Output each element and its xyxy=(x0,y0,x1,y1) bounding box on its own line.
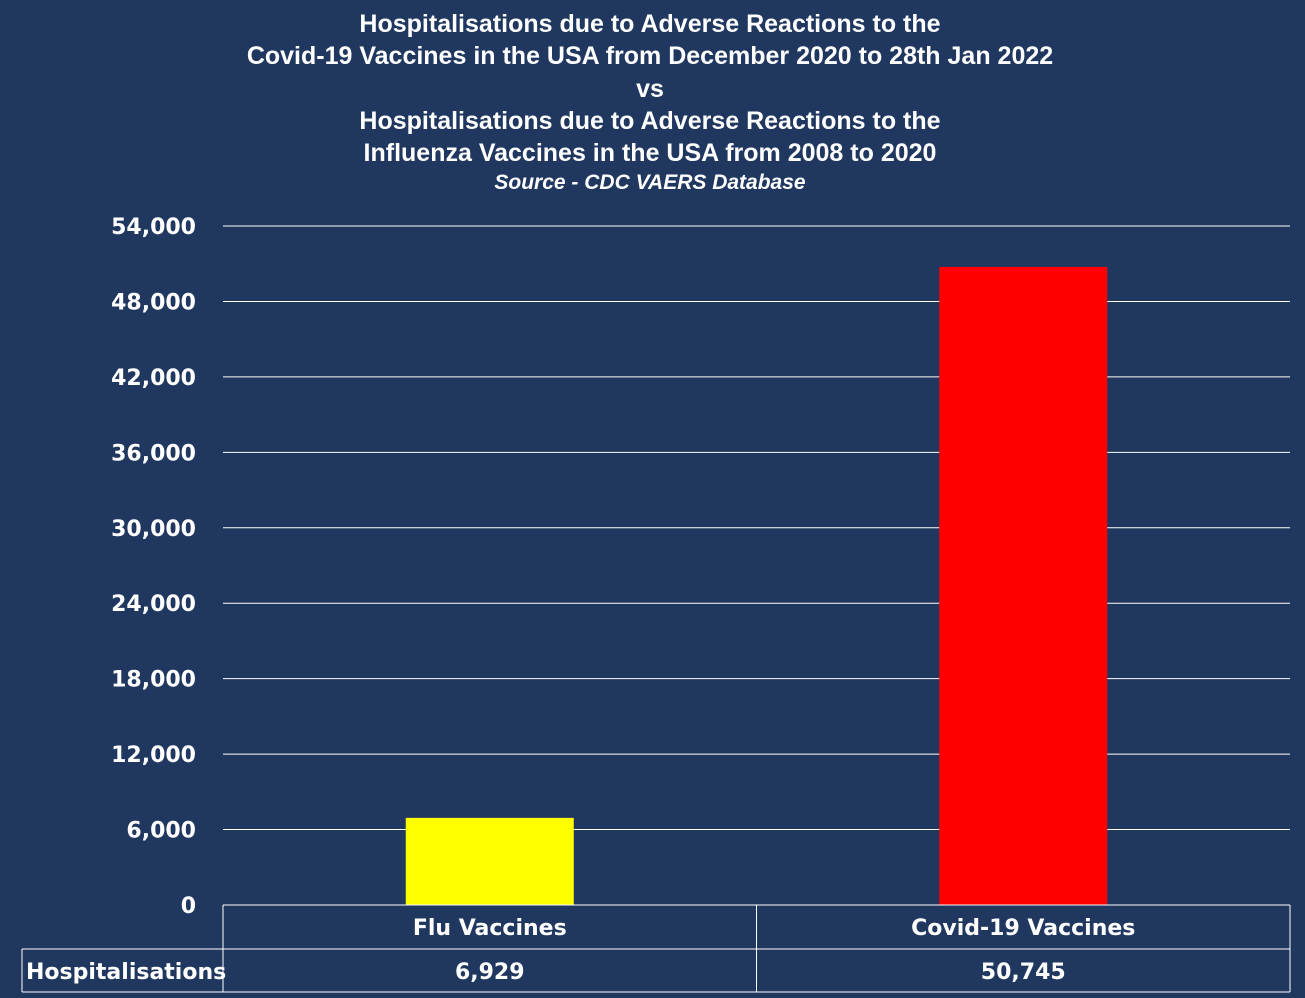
chart-title: Hospitalisations due to Adverse Reaction… xyxy=(247,10,1053,167)
y-tick-label: 42,000 xyxy=(111,366,196,391)
gridlines xyxy=(223,225,1290,831)
chart-title-line: Covid-19 Vaccines in the USA from Decemb… xyxy=(247,42,1053,70)
x-category-label: Covid-19 Vaccines xyxy=(911,916,1135,941)
y-tick-label: 0 xyxy=(181,894,196,919)
chart-title-line: vs xyxy=(636,75,664,103)
y-axis-tick-labels: 0 6,000 12,000 18,000 24,000 30,000 36,000 42,0… xyxy=(111,215,196,919)
y-tick-label: 24,000 xyxy=(111,592,196,617)
y-tick-label: 54,000 xyxy=(111,215,196,240)
y-tick-label: 30,000 xyxy=(111,517,196,542)
bar-flu-vaccines xyxy=(405,817,574,905)
chart-title-line: Hospitalisations due to Adverse Reaction… xyxy=(359,107,940,135)
chart-title-line: Influenza Vaccines in the USA from 2008 … xyxy=(364,139,937,167)
table-value-cell: 6,929 xyxy=(455,960,525,985)
chart-title-line: Hospitalisations due to Adverse Reaction… xyxy=(359,10,940,38)
y-tick-label: 12,000 xyxy=(111,743,196,768)
y-tick-label: 36,000 xyxy=(111,441,196,466)
table-series-label: Hospitalisations xyxy=(26,960,226,985)
x-category-label: Flu Vaccines xyxy=(413,916,567,941)
table-value-cell: 50,745 xyxy=(981,960,1066,985)
y-tick-label: 18,000 xyxy=(111,668,196,693)
chart-subtitle: Source - CDC VAERS Database xyxy=(494,171,806,194)
y-tick-label: 6,000 xyxy=(126,819,196,844)
bar-covid-19-vaccines xyxy=(939,266,1108,906)
data-table: Flu Vaccines Covid-19 Vaccines Hospitalisa… xyxy=(21,904,1291,993)
bars xyxy=(405,266,1108,906)
y-tick-label: 48,000 xyxy=(111,290,196,315)
